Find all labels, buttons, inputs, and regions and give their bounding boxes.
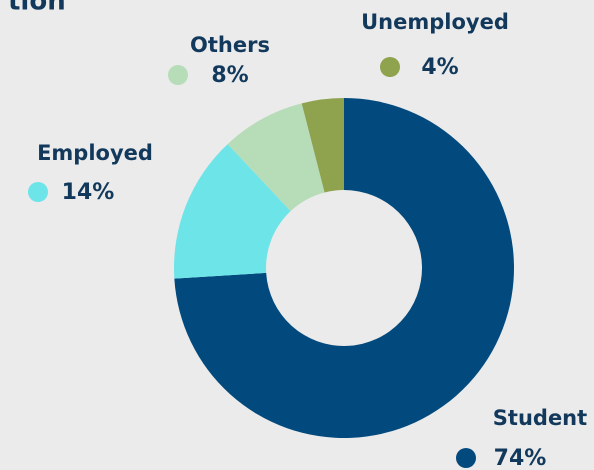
- chart-title: tion: [8, 0, 66, 17]
- slice: [227, 103, 325, 212]
- legend-label: Student: [493, 406, 587, 430]
- data-label: 8%: [211, 63, 248, 88]
- legend-dot: [168, 65, 188, 85]
- data-label: 14%: [62, 180, 115, 205]
- legend-label: Others: [190, 33, 270, 57]
- slice: [173, 144, 291, 279]
- legend-label: Employed: [37, 141, 153, 165]
- legend-dot: [380, 57, 400, 77]
- legend-dot: [28, 182, 48, 202]
- legend-label: Unemployed: [361, 10, 509, 34]
- data-label: 4%: [421, 55, 458, 80]
- slice: [301, 98, 344, 193]
- slice: [174, 98, 514, 439]
- legend-dot: [456, 448, 476, 468]
- data-label: 74%: [494, 446, 547, 470]
